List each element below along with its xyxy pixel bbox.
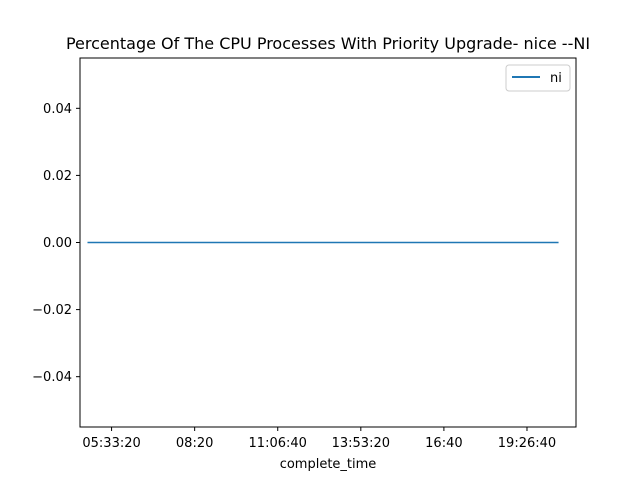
x-axis-label: complete_time	[280, 457, 377, 472]
x-tick-label: 08:20	[176, 436, 213, 451]
x-tick-label: 16:40	[425, 436, 462, 451]
legend-label: ni	[550, 71, 562, 86]
x-tick-label: 05:33:20	[82, 436, 140, 451]
x-tick-label: 13:53:20	[332, 436, 390, 451]
chart-title: Percentage Of The CPU Processes With Pri…	[66, 34, 590, 53]
y-axis: 0.04 0.02 0.00 −0.02 −0.04	[32, 102, 80, 385]
y-tick-label: 0.00	[43, 236, 72, 251]
y-tick-label: 0.04	[43, 102, 72, 117]
legend: ni	[505, 64, 571, 92]
y-tick-label: −0.02	[32, 303, 72, 318]
x-axis: 05:33:20 08:20 11:06:40 13:53:20 16:40 19:26:…	[82, 427, 556, 451]
x-tick-label: 19:26:40	[498, 436, 556, 451]
y-tick-label: 0.02	[43, 169, 72, 184]
y-tick-label: −0.04	[32, 370, 72, 385]
x-tick-label: 11:06:40	[249, 436, 307, 451]
